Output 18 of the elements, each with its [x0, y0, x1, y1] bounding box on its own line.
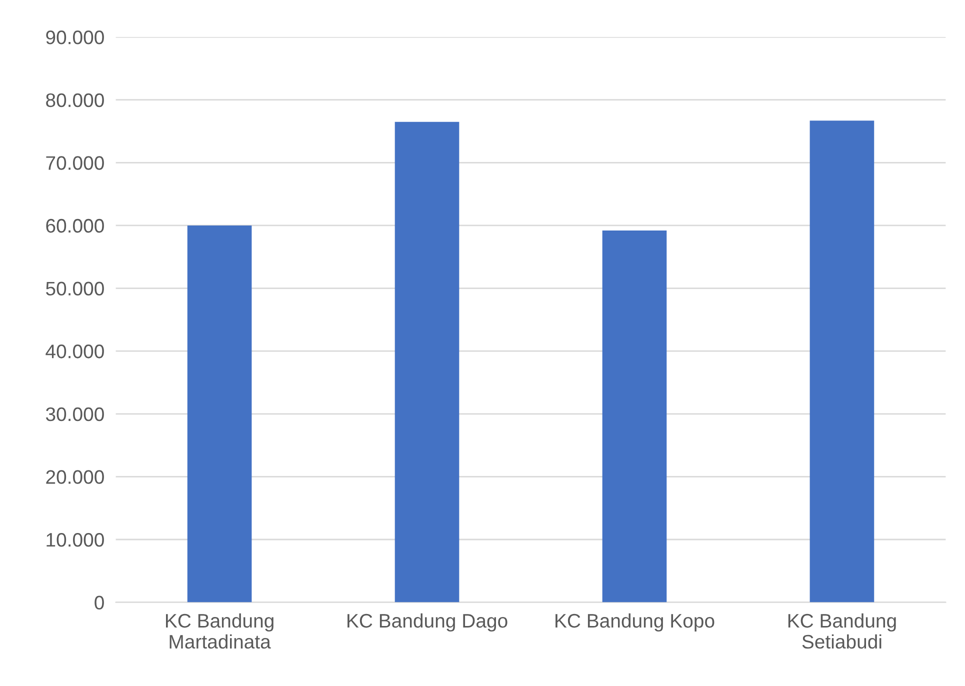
- bar: [810, 120, 874, 602]
- x-tick-label: KC Bandung Dago: [348, 613, 508, 632]
- bar: [394, 122, 460, 602]
- y-tick-label: 40.000: [46, 344, 104, 358]
- bar: [187, 225, 252, 602]
- y-tick-label: 90.000: [46, 30, 104, 44]
- x-tick-label: KC Bandung Setiabudi: [788, 613, 896, 649]
- x-tick-label: KC Bandung Martadinata: [166, 613, 274, 649]
- y-tick-label: 10.000: [46, 532, 104, 547]
- y-tick-label: 70.000: [46, 156, 104, 170]
- y-tick-label: 50.000: [46, 282, 104, 296]
- bar: [602, 230, 667, 602]
- y-tick-label: 60.000: [46, 218, 104, 233]
- x-tick-label: KC Bandung Kopo: [556, 613, 714, 632]
- y-tick-label: 20.000: [46, 470, 104, 484]
- y-tick-label: 0: [94, 596, 104, 610]
- y-tick-label: 80.000: [46, 93, 104, 108]
- y-tick-label: 30.000: [46, 407, 104, 422]
